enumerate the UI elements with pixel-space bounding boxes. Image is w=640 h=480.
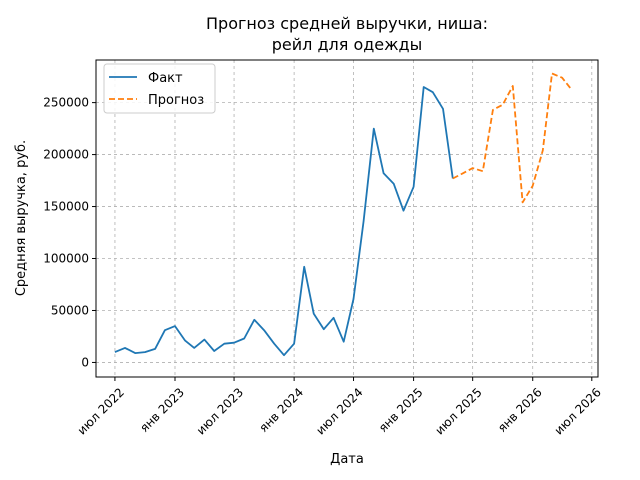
y-tick-label: 0 (81, 355, 89, 369)
legend: Факт Прогноз (103, 63, 216, 114)
y-tick-label: 150000 (43, 200, 89, 214)
series-line-forecast (452, 72, 573, 204)
y-tick-label: 250000 (43, 96, 89, 110)
legend-label: Прогноз (148, 93, 204, 108)
legend-label: Факт (148, 71, 183, 86)
x-axis-label: Дата (330, 452, 364, 467)
y-tick-label: 50000 (51, 303, 89, 317)
y-axis-label: Средняя выручка, руб. (14, 140, 29, 296)
series-layer (114, 72, 573, 357)
y-axis-ticks: 0 50000 100000 150000 200000 250000 (43, 96, 96, 369)
chart-title-line-2: рейл для одежды (272, 35, 423, 54)
series-line-actual (114, 86, 454, 357)
plot-frame (95, 59, 599, 378)
y-tick-label: 200000 (43, 148, 89, 162)
chart-title-line-1: Прогноз средней выручки, ниша: (206, 14, 488, 33)
grid-lines (96, 60, 598, 377)
y-tick-label: 100000 (43, 252, 89, 266)
